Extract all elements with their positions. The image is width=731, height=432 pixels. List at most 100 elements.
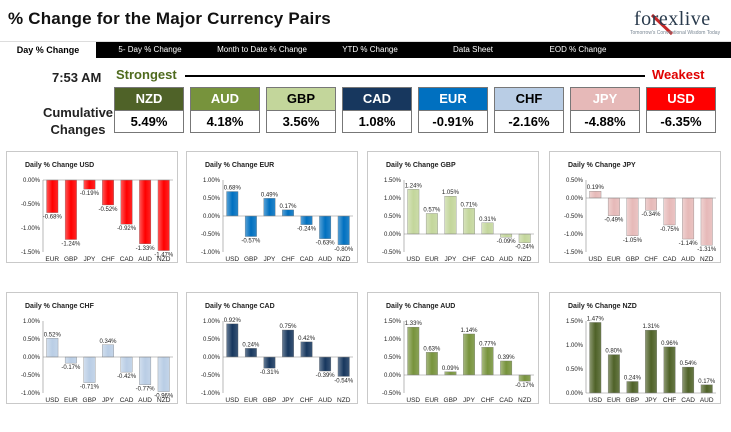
- x-tick-label: GBP: [444, 397, 458, 404]
- x-tick-label: CAD: [120, 256, 134, 263]
- bar: [282, 209, 294, 217]
- currency-tile-jpy: JPY -4.88%: [570, 87, 640, 133]
- bar: [139, 179, 152, 244]
- data-label: 0.39%: [498, 355, 516, 361]
- bar: [319, 215, 332, 239]
- bar: [463, 208, 475, 235]
- currency-cumulative-value: 1.08%: [343, 110, 411, 132]
- data-label: -1.47%: [154, 253, 174, 259]
- bar: [120, 356, 133, 373]
- y-tick-label: 0.50%: [384, 355, 402, 361]
- x-tick-label: JPY: [83, 256, 96, 263]
- tab-data-sheet[interactable]: Data Sheet: [452, 45, 494, 54]
- currency-code: CAD: [343, 88, 411, 110]
- data-label: -0.42%: [117, 374, 137, 380]
- data-label: 0.57%: [423, 207, 441, 213]
- chart-panel: Daily % Change CAD 1.00% 0.50% 0.00% -0.50% -…: [186, 292, 358, 404]
- y-tick-label: 0.00%: [203, 355, 221, 361]
- y-tick-label: -0.50%: [382, 250, 402, 256]
- timestamp: 7:53 AM: [52, 70, 102, 85]
- currency-code: NZD: [115, 88, 183, 110]
- tab-eod-change[interactable]: EOD % Change: [549, 45, 607, 54]
- data-label: 1.33%: [405, 321, 423, 327]
- bar: [500, 360, 513, 376]
- x-tick-label: AUD: [138, 397, 152, 404]
- data-label: -1.33%: [136, 246, 156, 252]
- x-tick-label: EUR: [45, 256, 59, 263]
- chart-panel: Daily % Change GBP 1.50% 1.00% 0.50% 0.00% -0…: [367, 151, 539, 263]
- chart-title: Daily % Change USD: [25, 162, 94, 169]
- bar: [663, 346, 676, 394]
- strongest-label: Strongest: [116, 67, 177, 82]
- x-tick-label: EUR: [244, 397, 258, 404]
- bar: [157, 179, 170, 251]
- y-tick-label: 0.00%: [23, 178, 41, 184]
- currency-code: AUD: [191, 88, 259, 110]
- bar: [626, 381, 639, 394]
- x-tick-label: JPY: [102, 397, 115, 404]
- bar-chart: Daily % Change CAD 1.00% 0.50% 0.00% -0.50% -…: [201, 303, 354, 404]
- x-tick-label: USD: [225, 256, 239, 263]
- data-label: -1.31%: [697, 247, 717, 253]
- x-tick-label: USD: [406, 256, 420, 263]
- data-label: 0.34%: [99, 339, 117, 345]
- y-tick-label: 0.00%: [23, 355, 41, 361]
- x-tick-label: EUR: [425, 397, 439, 404]
- bar: [226, 323, 239, 358]
- chart-title: Daily % Change EUR: [205, 162, 274, 169]
- tab-day-change[interactable]: Day % Change: [0, 42, 96, 58]
- y-tick-label: -0.50%: [21, 373, 41, 379]
- y-tick-label: -0.50%: [564, 214, 584, 220]
- data-label: 0.92%: [224, 318, 242, 324]
- y-tick-label: -1.50%: [21, 250, 41, 256]
- bar-chart: Daily % Change EUR 1.00% 0.50% 0.00% -0.50% -…: [201, 162, 354, 263]
- x-tick-label: CAD: [499, 397, 513, 404]
- tab-5-day-change[interactable]: 5- Day % Change: [118, 45, 182, 54]
- bar: [607, 354, 620, 394]
- bar-chart: Daily % Change NZD 1.50% 1.00% 0.50% 0.00% 1.…: [566, 303, 716, 404]
- currency-code: JPY: [571, 88, 639, 110]
- tab-ytd-change[interactable]: YTD % Change: [342, 45, 398, 54]
- bar: [244, 215, 257, 237]
- x-tick-label: NZD: [518, 397, 532, 404]
- y-tick-label: -1.50%: [564, 250, 584, 256]
- x-tick-label: NZD: [337, 256, 351, 263]
- bar: [481, 222, 494, 235]
- y-tick-label: 0.50%: [566, 367, 584, 373]
- currency-cumulative-value: -4.88%: [571, 110, 639, 132]
- data-label: -0.96%: [154, 394, 174, 400]
- data-label: -0.71%: [80, 385, 100, 391]
- data-label: -0.39%: [316, 373, 336, 379]
- x-tick-label: EUR: [64, 397, 78, 404]
- strength-divider: [185, 75, 645, 77]
- data-label: 1.05%: [442, 190, 460, 196]
- bar: [682, 366, 695, 394]
- x-tick-label: EUR: [425, 256, 439, 263]
- currency-cumulative-value: 4.18%: [191, 110, 259, 132]
- data-label: 0.42%: [298, 336, 316, 342]
- x-tick-label: CHF: [663, 397, 676, 404]
- bar: [102, 344, 114, 358]
- cumulative-changes-label: Cumulative Changes: [42, 105, 114, 137]
- bar: [244, 348, 257, 358]
- bar-chart: Daily % Change GBP 1.50% 1.00% 0.50% 0.00% -0…: [382, 162, 535, 263]
- x-tick-label: NZD: [337, 397, 351, 404]
- data-label: -0.19%: [80, 191, 100, 197]
- y-tick-label: -1.00%: [201, 391, 221, 397]
- y-tick-label: 0.00%: [566, 391, 584, 397]
- data-label: -0.17%: [515, 383, 535, 389]
- y-tick-label: 0.00%: [203, 214, 221, 220]
- data-label: -0.24%: [515, 245, 535, 251]
- bar: [226, 191, 239, 217]
- data-label: -0.31%: [260, 370, 280, 376]
- x-tick-label: AUD: [681, 256, 695, 263]
- y-tick-label: -1.00%: [21, 226, 41, 232]
- x-tick-label: JPY: [645, 397, 658, 404]
- currency-tile-usd: USD -6.35%: [646, 87, 716, 133]
- x-tick-label: GBP: [626, 397, 640, 404]
- bar: [120, 179, 133, 225]
- y-tick-label: 0.50%: [384, 214, 402, 220]
- bar: [64, 179, 77, 240]
- tab-month-to-date-change[interactable]: Month to Date % Change: [217, 45, 307, 54]
